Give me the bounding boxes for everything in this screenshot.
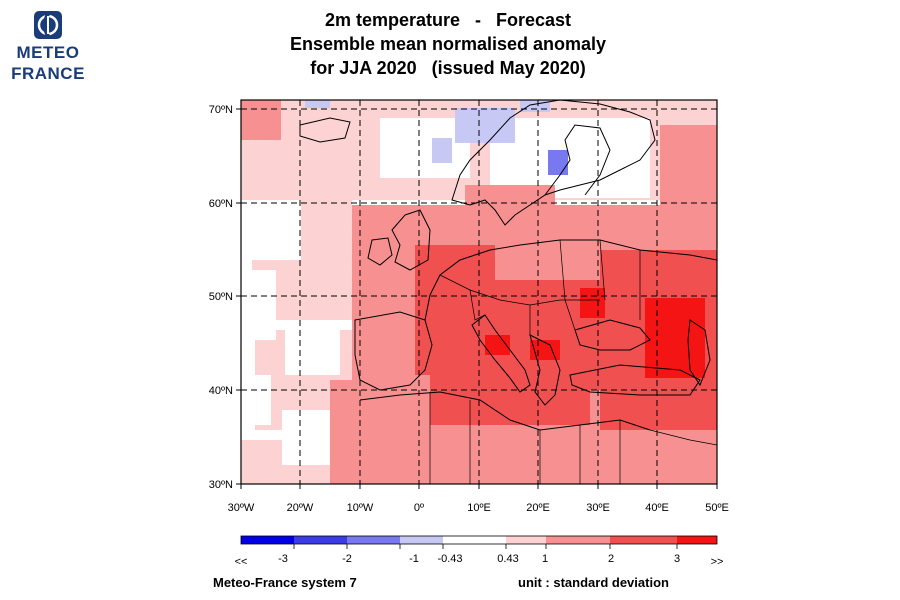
colorbar-label: >> <box>711 556 724 568</box>
model-label: Meteo-France system 7 <box>213 575 357 590</box>
colorbar-swatch <box>610 536 677 544</box>
graticule <box>241 100 717 484</box>
colorbar-swatch <box>241 536 294 544</box>
title-line-2: Ensemble mean normalised anomaly <box>289 34 607 54</box>
colorbar-swatch <box>443 536 506 544</box>
longitude-labels: 30ºW 20ºW 10ºW 0º 10ºE 20ºE 30ºE 40ºE 50… <box>228 502 729 514</box>
colorbar-swatch <box>400 536 443 544</box>
lon-label: 10ºE <box>467 502 491 514</box>
map-title: 2m temperature - Forecast Ensemble mean … <box>230 8 666 80</box>
colorbar-swatch <box>294 536 347 544</box>
colorbar-label: 0.43 <box>497 553 518 565</box>
lat-label: 60ºN <box>209 198 233 210</box>
axis-ticks <box>236 108 718 489</box>
lon-label: 20ºE <box>526 502 550 514</box>
lon-label: 30ºE <box>586 502 610 514</box>
lat-label: 30ºN <box>209 479 233 491</box>
colorbar-label: -3 <box>278 553 288 565</box>
colorbar-label: 2 <box>608 553 614 565</box>
anomaly-band-above-3 <box>485 288 705 378</box>
logo-text-france: FRANCE <box>11 64 85 83</box>
lat-label: 70ºN <box>209 104 233 116</box>
colorbar-label: -0.43 <box>437 553 462 565</box>
colorbar-swatch <box>506 536 546 544</box>
colorbar-label: << <box>235 556 248 568</box>
lat-label: 50ºN <box>209 291 233 303</box>
colorbar-swatch <box>677 536 717 544</box>
latitude-labels: 70ºN 60ºN 50ºN 40ºN 30ºN <box>209 104 233 491</box>
logo-text-meteo: METEO <box>16 43 80 62</box>
colorbar-labels: << -3 -2 -1 -0.43 0.43 1 2 3 >> <box>235 553 724 568</box>
lon-label: 40ºE <box>645 502 669 514</box>
colorbar-frame <box>240 535 718 545</box>
lon-label: 20ºW <box>287 502 314 514</box>
meteo-france-logo: METEO FRANCE <box>8 10 88 82</box>
unit-label: unit : standard deviation <box>518 575 669 590</box>
lat-label: 40ºN <box>209 385 233 397</box>
colorbar-ticks <box>293 544 678 549</box>
meteo-france-logo-icon <box>34 11 62 39</box>
lon-label: 0º <box>414 502 424 514</box>
colorbar-label: -1 <box>409 553 419 565</box>
colorbar: << -3 -2 -1 -0.43 0.43 1 2 3 >> <box>235 535 724 568</box>
colorbar-swatch <box>347 536 400 544</box>
lon-label: 50ºE <box>705 502 729 514</box>
anomaly-band-minus-1-minus-2 <box>548 150 568 175</box>
colorbar-label: 1 <box>542 553 548 565</box>
lon-label: 10ºW <box>347 502 374 514</box>
colorbar-label: 3 <box>674 553 680 565</box>
title-line-3: for JJA 2020 (issued May 2020) <box>310 58 586 78</box>
colorbar-swatch <box>546 536 610 544</box>
title-line-1: 2m temperature - Forecast <box>324 10 572 30</box>
lon-label: 30ºW <box>228 502 255 514</box>
colorbar-label: -2 <box>342 553 352 565</box>
coastlines <box>299 100 717 484</box>
